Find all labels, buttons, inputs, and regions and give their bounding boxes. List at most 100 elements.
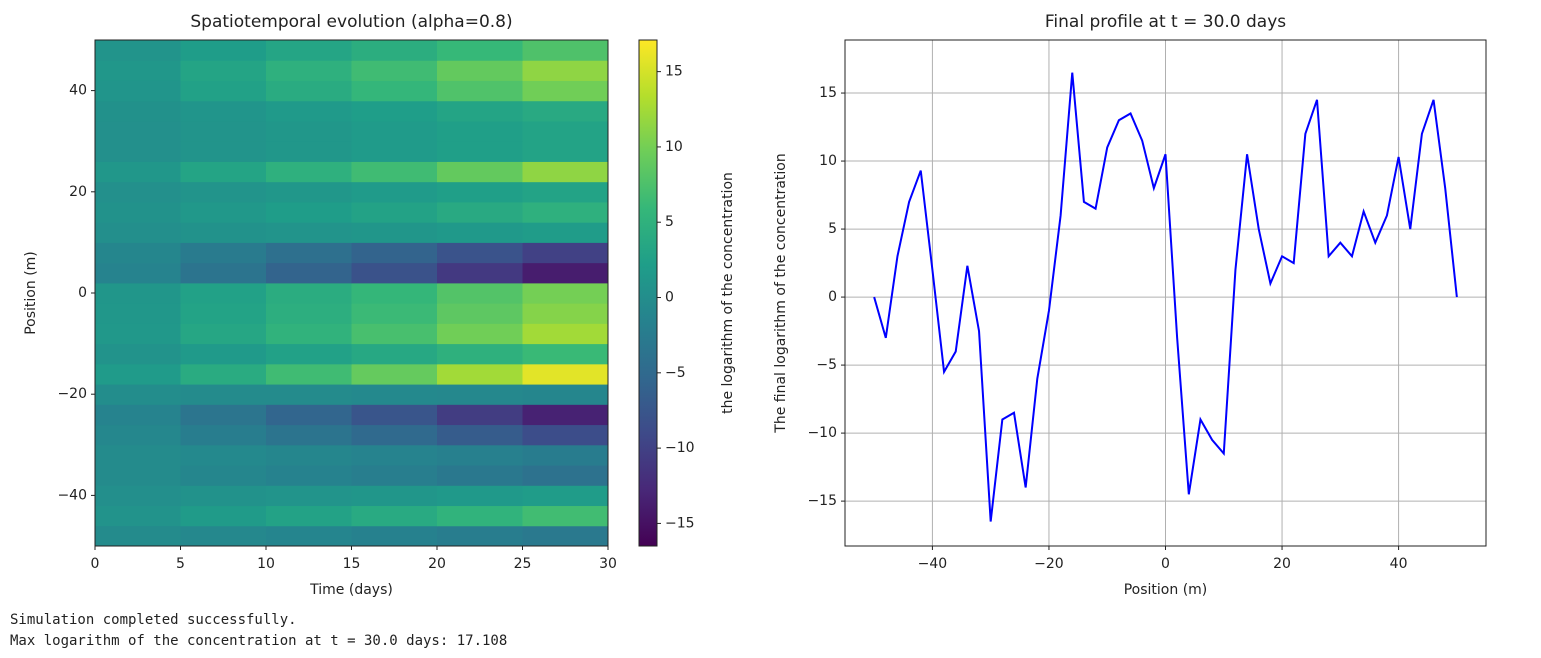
heatmap-cell	[180, 465, 267, 486]
x-tick-label: −40	[918, 556, 948, 572]
heatmap-cell	[266, 262, 352, 284]
heatmap-cell	[437, 404, 523, 426]
colorbar-tick-label: 10	[665, 139, 683, 155]
y-tick-label: −20	[57, 386, 87, 402]
heatmap-cell	[437, 60, 523, 81]
colorbar-label: the logarithm of the concentration	[720, 172, 736, 414]
heatmap-cell	[180, 141, 267, 162]
heatmap-cell	[522, 505, 609, 527]
heatmap-cell	[437, 141, 523, 162]
x-tick-label: 20	[1273, 556, 1291, 572]
heatmap-cell	[180, 181, 267, 203]
heatmap-cell	[266, 505, 352, 527]
heatmap-cell	[266, 363, 352, 385]
heatmap-cell	[437, 40, 523, 61]
heatmap-cell	[437, 161, 523, 183]
colorbar	[638, 39, 658, 547]
heatmap-cell	[180, 485, 267, 507]
x-tick-label: 10	[257, 556, 275, 572]
y-tick-label: −40	[57, 487, 87, 503]
heatmap-cell	[180, 161, 267, 183]
heatmap-cell	[266, 343, 352, 365]
chart-title: Spatiotemporal evolution (alpha=0.8)	[190, 12, 512, 32]
heatmap-cell	[180, 201, 267, 223]
heatmap-cell	[351, 201, 438, 223]
heatmap-cell	[95, 505, 181, 527]
heatmap-cell	[437, 282, 523, 304]
output-line: Max logarithm of the concentration at t …	[10, 633, 508, 649]
heatmap-cell	[266, 242, 352, 264]
heatmap-cell	[266, 40, 352, 61]
heatmap-cell	[180, 282, 267, 304]
heatmap-cell	[522, 444, 609, 466]
y-tick-label: 15	[819, 85, 837, 101]
heatmap-cell	[351, 343, 438, 365]
heatmap-cell	[95, 181, 181, 203]
heatmap-cell	[351, 303, 438, 324]
x-axis-label: Position (m)	[1124, 582, 1208, 598]
heatmap-cell	[180, 384, 267, 405]
heatmap-cell	[266, 201, 352, 223]
heatmap-cell	[351, 141, 438, 162]
x-tick-label: 5	[176, 556, 185, 572]
heatmap-cell	[95, 424, 181, 446]
heatmap-cell	[351, 505, 438, 527]
y-tick-label: −5	[816, 357, 837, 373]
colorbar-tick-label: −5	[665, 365, 686, 381]
heatmap-cell	[437, 485, 523, 507]
heatmap-cell	[180, 40, 267, 61]
x-tick-label: 15	[343, 556, 361, 572]
heatmap-cell	[95, 303, 181, 324]
heatmap-cell	[522, 181, 609, 203]
heatmap-cell	[180, 222, 267, 243]
heatmap-cell	[351, 80, 438, 102]
heatmap-cell	[266, 80, 352, 102]
heatmap-cell	[266, 485, 352, 507]
heatmap-cell	[437, 80, 523, 102]
colorbar-tick-label: −10	[665, 440, 695, 456]
heatmap-cell	[266, 120, 352, 142]
heatmap-cell	[351, 525, 438, 547]
heatmap-cell	[522, 201, 609, 223]
heatmap-cell	[522, 120, 609, 142]
y-tick-label: −15	[807, 493, 837, 509]
heatmap-cell	[437, 262, 523, 284]
heatmap-cell	[522, 465, 609, 486]
colorbar-tick-label: 0	[665, 290, 674, 306]
heatmap-cell	[95, 161, 181, 183]
figure: 0 5 10 15 20 25 30 −40 −20 0 20 40 Spatiotemporal ev…	[23, 12, 1487, 598]
heatmap-cell	[180, 303, 267, 324]
heatmap-cell	[437, 384, 523, 405]
heatmap-cell	[351, 282, 438, 304]
heatmap-cell	[522, 262, 609, 284]
heatmap-cell	[180, 363, 267, 385]
heatmap-cell	[95, 80, 181, 102]
heatmap-cell	[351, 262, 438, 284]
colorbar-tick-label: 15	[665, 64, 683, 80]
heatmap-cell	[522, 40, 609, 61]
heatmap-cell	[437, 242, 523, 264]
line-series	[873, 72, 1458, 522]
output-line: Simulation completed successfully.	[10, 612, 297, 628]
heatmap-cell	[437, 525, 523, 547]
y-tick-label: 5	[828, 221, 837, 237]
heatmap-cell	[95, 222, 181, 243]
heatmap-cell	[437, 222, 523, 243]
heatmap-cell	[351, 60, 438, 81]
colorbar-tick-label: 5	[665, 214, 674, 230]
y-tick-label: 20	[69, 184, 87, 200]
heatmap-cell	[351, 242, 438, 264]
heatmap-cell	[437, 303, 523, 324]
heatmap-cell	[95, 343, 181, 365]
heatmap-cell	[266, 444, 352, 466]
heatmap-cell	[95, 444, 181, 466]
heatmap-cell	[351, 222, 438, 243]
x-tick-label: −20	[1034, 556, 1064, 572]
heatmap-cell	[437, 444, 523, 466]
heatmap-cell	[522, 141, 609, 162]
heatmap-cell	[522, 363, 609, 385]
heatmap-cell	[522, 80, 609, 102]
heatmap-cell	[437, 100, 523, 122]
heatmap-cell	[437, 465, 523, 486]
heatmap-cell	[180, 424, 267, 446]
